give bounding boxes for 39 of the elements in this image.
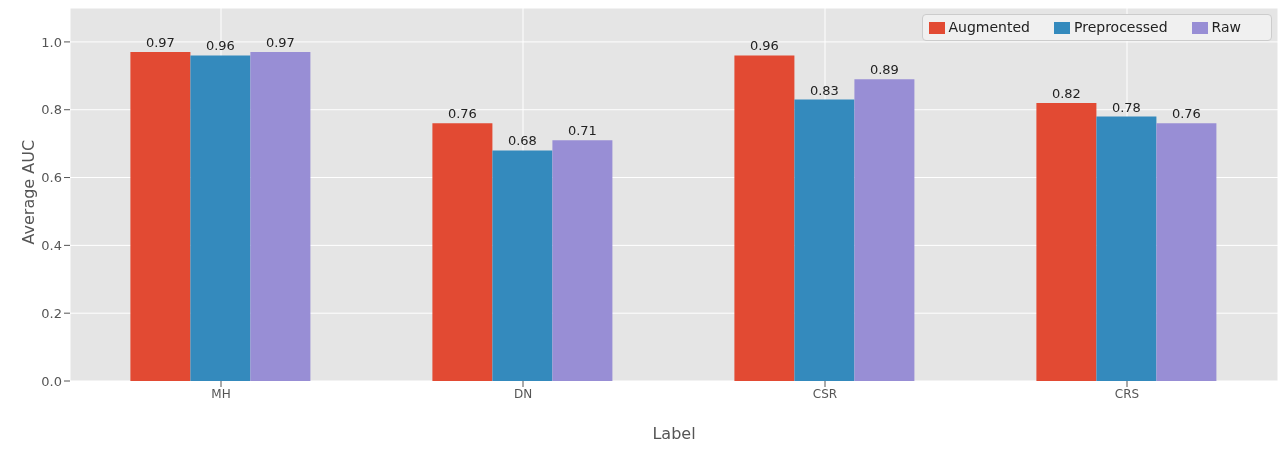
- bar: [794, 99, 855, 381]
- x-tick-label: CSR: [812, 386, 838, 401]
- data-label: 0.78: [1111, 99, 1141, 115]
- bar: [734, 55, 795, 381]
- data-label: 0.97: [265, 35, 295, 51]
- bar: [1096, 116, 1157, 381]
- bar: [854, 79, 915, 381]
- x-tick-label: DN: [513, 386, 533, 401]
- data-label: 0.89: [869, 62, 899, 78]
- y-tick-label: 0.8: [41, 102, 62, 118]
- data-label: 0.97: [145, 35, 175, 51]
- data-label: 0.71: [567, 123, 597, 139]
- bar: [250, 52, 311, 381]
- bar: [190, 55, 251, 381]
- data-label: 0.82: [1051, 85, 1081, 101]
- data-label: 0.96: [205, 38, 235, 54]
- legend-label: Augmented: [948, 19, 1030, 35]
- y-tick-label: 1.0: [41, 34, 62, 50]
- x-tick-label: CRS: [1114, 386, 1140, 401]
- bar: [130, 52, 191, 381]
- bar: [552, 140, 613, 381]
- bar: [1036, 102, 1097, 381]
- y-tick-label: 0.0: [41, 373, 62, 389]
- data-label: 0.83: [809, 82, 839, 98]
- y-axis-title: Average AUC: [18, 139, 38, 245]
- data-label: 0.76: [447, 106, 477, 122]
- bar: [1156, 123, 1217, 381]
- y-tick-label: 0.2: [41, 305, 62, 321]
- bar: [432, 123, 493, 381]
- data-label: 0.96: [749, 38, 779, 54]
- y-tick-label: 0.6: [41, 170, 62, 186]
- y-tick-label: 0.4: [41, 237, 62, 253]
- legend-label: Preprocessed: [1073, 19, 1168, 35]
- x-tick-label: MH: [211, 386, 231, 401]
- bar: [492, 150, 553, 381]
- x-axis-title: Label: [652, 424, 696, 443]
- legend-label: Raw: [1211, 19, 1241, 35]
- data-label: 0.68: [507, 133, 537, 149]
- data-label: 0.76: [1171, 106, 1201, 122]
